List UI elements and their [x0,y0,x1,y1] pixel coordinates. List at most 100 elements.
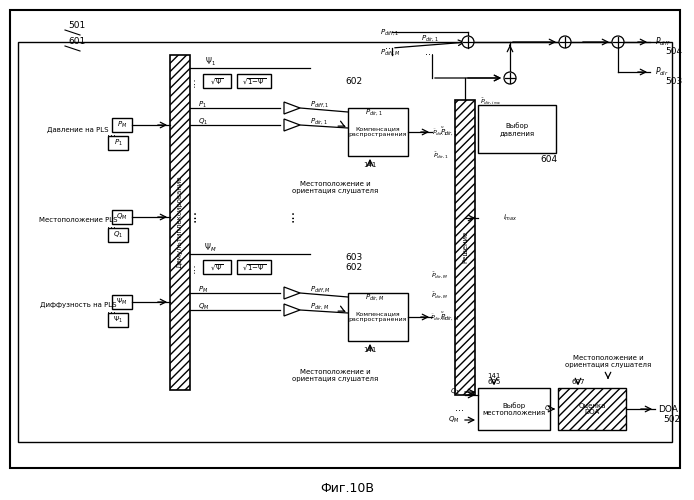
Text: 501: 501 [68,22,85,30]
Text: 503: 503 [665,78,682,86]
Bar [203,74,231,88]
Text: $\tilde{P}_{dir,1}$: $\tilde{P}_{dir,1}$ [432,128,448,136]
Bar [237,260,271,274]
Text: $P_{dir,1}$: $P_{dir,1}$ [365,107,383,117]
Text: $Q_M$: $Q_M$ [198,302,210,312]
Text: $P_{diff,1}$: $P_{diff,1}$ [380,27,400,37]
Text: $\bar{P}_{dir,i_{max}}$: $\bar{P}_{dir,i_{max}}$ [480,96,502,108]
Text: $\Psi_1$: $\Psi_1$ [205,56,215,68]
Text: $\tilde{P}_{dir,1}$: $\tilde{P}_{dir,1}$ [440,126,458,138]
Bar [112,210,132,224]
Text: $\sqrt{1{-}\Psi}$: $\sqrt{1{-}\Psi}$ [242,262,266,272]
Text: ...: ... [425,47,434,57]
Text: $P_{dir,1}$: $P_{dir,1}$ [310,116,328,126]
Text: 141: 141 [364,162,377,168]
Bar [108,228,128,242]
Text: $\sqrt{\Psi}$: $\sqrt{\Psi}$ [210,262,224,272]
Text: Местоположение и
ориентация слушателя: Местоположение и ориентация слушателя [565,356,651,368]
Text: Компенсация
распространения: Компенсация распространения [349,126,407,138]
Text: ...: ... [108,220,117,230]
Text: 602: 602 [345,264,362,272]
Text: ...: ... [185,208,199,222]
Circle shape [559,36,571,48]
Text: Выбор
давления: Выбор давления [500,122,534,136]
Text: $P_{dir}$: $P_{dir}$ [655,66,669,78]
Text: 602: 602 [345,78,362,86]
Text: 141: 141 [364,347,377,353]
Text: ...: ... [283,208,297,222]
Text: $P_{dir,M}$: $P_{dir,M}$ [310,301,329,311]
Text: 603: 603 [345,254,362,262]
Text: $P_{dir,M}$: $P_{dir,M}$ [365,292,384,302]
Text: 607: 607 [571,379,585,385]
Text: Давление на PLS: Давление на PLS [47,127,109,133]
Bar [558,388,626,430]
Text: Компенсация
распространения: Компенсация распространения [349,312,407,322]
Text: Фиг.10В: Фиг.10В [320,482,374,494]
Text: Местоположение и
ориентация слушателя: Местоположение и ориентация слушателя [292,182,378,194]
Text: $P_{diff}$: $P_{diff}$ [655,36,671,48]
Text: $P_M$: $P_M$ [198,285,208,295]
Polygon shape [284,304,300,316]
Bar [112,295,132,309]
Text: $\Psi_1$: $\Psi_1$ [113,315,123,325]
Text: $\Psi_M$: $\Psi_M$ [204,242,217,254]
Bar [203,260,231,274]
Text: ...: ... [108,128,117,138]
Bar [170,55,190,390]
Text: $\tilde{P}_{dir,M}$: $\tilde{P}_{dir,M}$ [440,311,459,323]
Bar [108,136,128,150]
Polygon shape [284,102,300,114]
Text: 601: 601 [68,38,85,46]
Text: ...: ... [187,262,197,274]
Text: $P_{diff,M}$: $P_{diff,M}$ [310,284,331,294]
Text: $\bar{P}_{dir,M}$: $\bar{P}_{dir,M}$ [432,290,449,300]
Text: 605: 605 [487,379,500,385]
Text: ...: ... [108,305,117,315]
Text: 504: 504 [665,48,682,56]
Text: $Q_1$: $Q_1$ [450,387,460,397]
Text: 141: 141 [487,373,500,379]
Text: $Q_M$: $Q_M$ [448,415,460,425]
Polygon shape [284,287,300,299]
Bar [112,118,132,132]
Bar [108,313,128,327]
Text: $Q_M$: $Q_M$ [116,212,128,222]
Text: Оценка
DOA: Оценка DOA [578,402,606,415]
Text: Местоположение и
ориентация слушателя: Местоположение и ориентация слушателя [292,368,378,382]
Bar [348,108,408,156]
Text: $P_{diff,1}$: $P_{diff,1}$ [310,99,329,109]
Text: Выбор
местоположения: Выбор местоположения [482,402,545,416]
Text: $\sqrt{\Psi}$: $\sqrt{\Psi}$ [210,76,224,86]
Text: $\Psi_M$: $\Psi_M$ [116,297,128,307]
Text: $\tilde{P}_{dir,M}$: $\tilde{P}_{dir,M}$ [430,312,448,322]
Text: $P_{diff,M}$: $P_{diff,M}$ [380,47,400,57]
Polygon shape [284,119,300,131]
Text: 502: 502 [663,416,680,424]
Text: $P_{dir,1}$: $P_{dir,1}$ [421,33,439,43]
Circle shape [462,36,474,48]
Text: Демультиплексирование: Демультиплексирование [177,176,183,268]
Text: 604: 604 [540,156,557,164]
Text: Диффузность на PLS: Диффузность на PLS [40,302,117,308]
Text: $Q_1$: $Q_1$ [113,230,123,240]
Text: $Q_i$: $Q_i$ [543,404,552,414]
Text: ...: ... [187,76,197,88]
Text: ...: ... [455,403,464,413]
Text: $\bar{P}_{dir,1}$: $\bar{P}_{dir,1}$ [433,150,449,160]
Bar [237,74,271,88]
Text: ...: ... [385,41,394,51]
Circle shape [612,36,624,48]
Bar [478,105,556,153]
Bar [455,100,475,395]
Text: $i_{max}$: $i_{max}$ [502,213,517,223]
Text: $P_M$: $P_M$ [117,120,127,130]
Text: Решение: Решение [462,231,468,263]
Circle shape [504,72,516,84]
Text: $P_1$: $P_1$ [198,100,207,110]
Text: $\sqrt{1{-}\Psi}$: $\sqrt{1{-}\Psi}$ [242,76,266,86]
Text: Местоположение PLS: Местоположение PLS [39,217,117,223]
Text: DOA: DOA [658,404,678,413]
Bar [18,42,672,442]
Text: $\bar{P}_{dir,M}$: $\bar{P}_{dir,M}$ [432,270,449,280]
